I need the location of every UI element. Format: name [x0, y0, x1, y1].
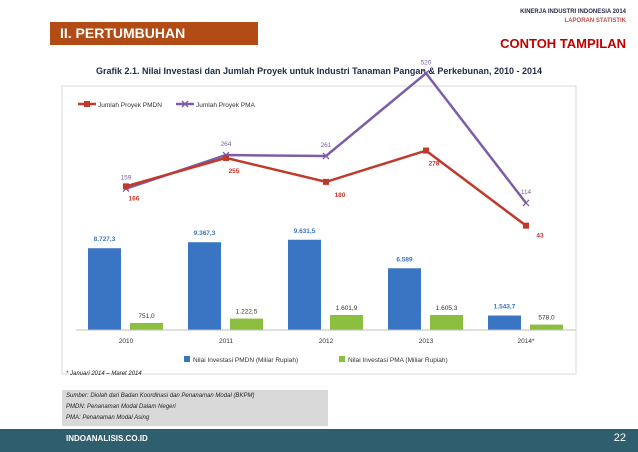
line-label-pma: 264: [221, 141, 232, 148]
bar-label-pma: 1.605,3: [436, 305, 458, 312]
x-tick-label: 2013: [419, 338, 434, 345]
line-label-pma: 520: [421, 59, 432, 66]
legend-label-pmdn-line: Jumlah Proyek PMDN: [98, 102, 162, 109]
bar-pma: [130, 322, 163, 330]
bar-pmdn: [388, 268, 421, 330]
line-label-pmdn: 255: [229, 168, 240, 175]
line-label-pmdn: 180: [335, 192, 346, 199]
report-title: KINERJA INDUSTRI INDONESIA 2014: [520, 9, 626, 15]
bar-pma: [330, 314, 363, 330]
bar-label-pmdn: 6.589: [396, 256, 413, 263]
bar-label-pma: 578,0: [538, 315, 555, 322]
bar-pmdn: [88, 248, 121, 330]
x-tick-label: 2014*: [518, 338, 535, 345]
bar-pma: [430, 314, 463, 330]
legend-label-pma-line: Jumlah Proyek PMA: [196, 102, 256, 109]
x-tick-label: 2010: [119, 338, 134, 345]
bar-pma: [530, 324, 563, 330]
footer-bar: INDOANALISIS.CO.ID 22: [0, 429, 638, 452]
bar-pmdn: [288, 239, 321, 330]
source-line: Sumber: Diolah dari Badan Koordinasi dan…: [66, 393, 255, 399]
legend-marker-pma: [181, 100, 189, 108]
source-box: Sumber: Diolah dari Badan Koordinasi dan…: [62, 390, 328, 426]
legend-label-pma-bar: Nilai Investasi PMA (Miliar Rupiah): [348, 357, 448, 364]
marker-pmdn: [423, 147, 429, 154]
line-label-pma: 261: [321, 142, 332, 149]
marker-pma: [522, 199, 530, 207]
bar-pmdn: [488, 315, 521, 330]
pmdn-definition: PMDN: Penanaman Modal Dalam Negeri: [66, 404, 176, 410]
section-title: II. PERTUMBUHAN INVESTASI: [50, 22, 258, 64]
line-label-pma: 159: [121, 175, 132, 182]
marker-pma: [422, 69, 430, 77]
bar-label-pmdn: 8.727,3: [94, 236, 116, 243]
legend-top: Jumlah Proyek PMDN Jumlah Proyek PMA: [78, 100, 256, 109]
marker-pmdn: [523, 222, 529, 229]
footnote: * Januari 2014 – Maret 2014: [66, 371, 142, 377]
x-tick-label: 2012: [319, 338, 334, 345]
bar-label-pma: 751,0: [138, 313, 155, 320]
bar-pmdn: [188, 242, 221, 330]
x-tick-label: 2011: [219, 338, 233, 345]
marker-pma: [322, 152, 330, 160]
marker-pmdn: [323, 178, 329, 185]
legend-swatch-pma-bar: [339, 356, 345, 362]
page-number: 22: [613, 432, 626, 444]
marker-pmdn: [223, 154, 229, 161]
line-label-pmdn: 278: [429, 161, 440, 168]
sample-label: CONTOH TAMPILAN: [500, 36, 626, 51]
marker-pmdn: [123, 183, 129, 190]
bar-label-pma: 1.601,9: [336, 305, 358, 312]
footer-site-link[interactable]: INDOANALISIS.CO.ID: [66, 434, 148, 443]
line-label-pmdn: 43: [536, 233, 544, 240]
chart-frame: [61, 85, 577, 375]
legend-swatch-pmdn-bar: [184, 356, 190, 362]
report-subtitle: LAPORAN STATISTIK: [564, 18, 626, 24]
line-label-pmdn: 166: [129, 195, 140, 202]
bar-label-pmdn: 1.543,7: [494, 304, 516, 311]
line-label-pma: 114: [521, 189, 532, 196]
bar-label-pmdn: 9.631,5: [294, 228, 316, 235]
bar-label-pmdn: 9.367,3: [194, 230, 216, 237]
chart-title: Grafik 2.1. Nilai Investasi dan Jumlah P…: [96, 66, 542, 76]
pma-definition: PMA: Penanaman Modal Asing: [66, 415, 150, 421]
bar-label-pma: 1.222,5: [236, 309, 258, 316]
legend-marker-pmdn: [84, 101, 90, 107]
legend-label-pmdn-bar: Nilai Investasi PMDN (Miliar Rupiah): [193, 357, 298, 364]
bar-pma: [230, 318, 263, 330]
legend-bottom: Nilai Investasi PMDN (Miliar Rupiah) Nila…: [184, 356, 448, 364]
line-pmdn: [125, 149, 527, 227]
